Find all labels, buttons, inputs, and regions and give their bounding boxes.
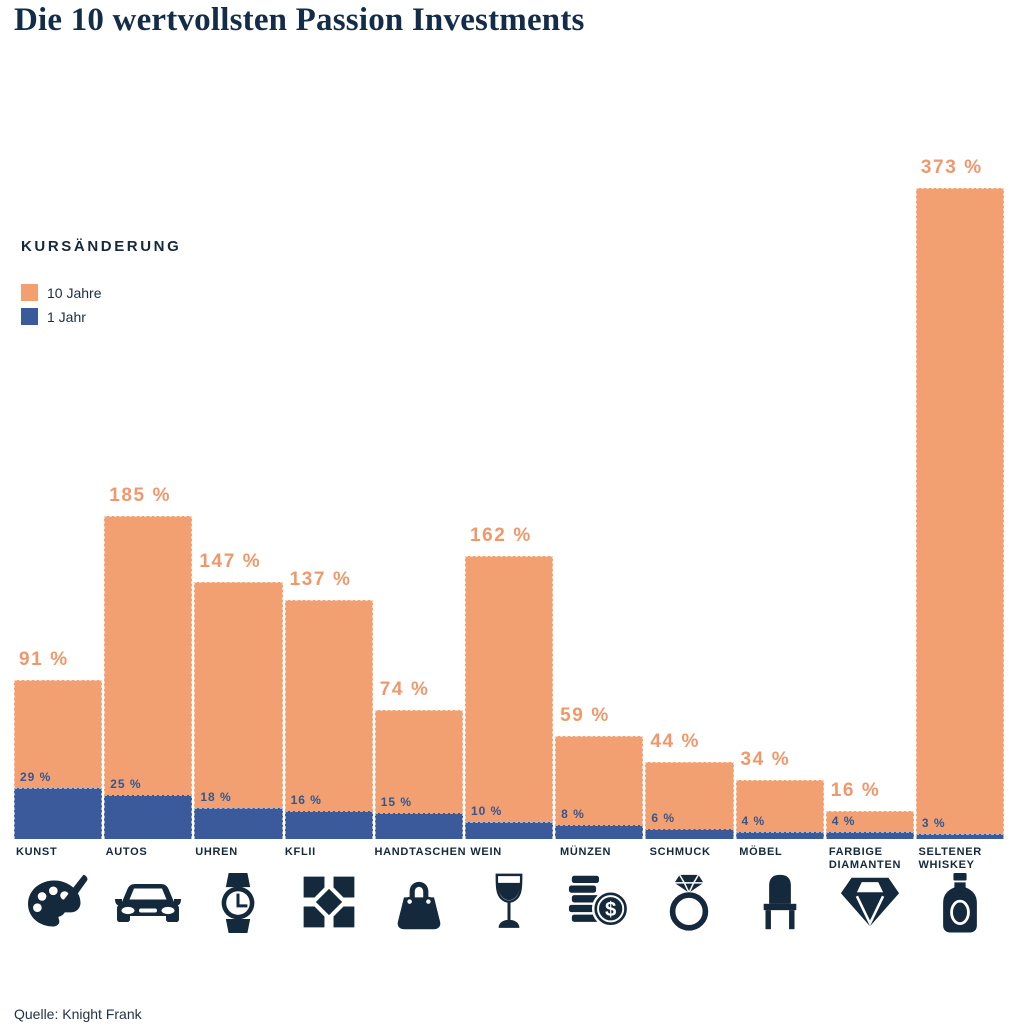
bar-value-label-1-jahr: 3 % <box>921 816 946 830</box>
bar-value-label-1-jahr: 18 % <box>200 790 232 804</box>
source-note: Quelle: Knight Frank <box>14 1006 142 1022</box>
watch-icon <box>194 873 282 933</box>
bar-value-label-1-jahr: 16 % <box>290 793 322 807</box>
bar-1-jahr <box>735 832 824 839</box>
bar-value-label-10-jahre: 147 % <box>199 551 262 572</box>
bar-column: 373 % 3 % <box>915 157 1005 839</box>
coins-icon: $ <box>555 873 643 933</box>
bar-column: 137 % 16 % <box>284 188 373 839</box>
category-label: SCHMUCK <box>649 846 711 858</box>
legend-label-1-jahr: 1 Jahr <box>47 308 86 325</box>
bar-10-jahre <box>735 780 824 839</box>
bar-1-jahr <box>645 829 734 839</box>
category-label: AUTOS <box>105 846 148 858</box>
legend-swatch-10-jahre <box>21 284 38 301</box>
bar-1-jahr <box>915 834 1005 839</box>
category-label-row: KUNST AUTOS UHREN KFLII HANDTASCHEN WEIN MÜNZE… <box>14 846 1004 872</box>
bar-column: 34 % 4 % <box>735 188 824 839</box>
category-label: MÜNZEN <box>559 846 612 858</box>
legend-item-1-jahr: 1 Jahr <box>21 308 181 325</box>
bar-value-label-1-jahr: 29 % <box>20 770 52 784</box>
bar-value-label-10-jahre: 91 % <box>19 649 69 670</box>
bar-10-jahre <box>284 600 373 839</box>
bar-10-jahre <box>645 762 734 839</box>
bar-10-jahre <box>194 582 283 839</box>
category-label: MÖBEL <box>739 846 783 858</box>
bar-column: 44 % 6 % <box>645 188 734 839</box>
bar-10-jahre <box>104 516 193 839</box>
bar-10-jahre <box>915 188 1005 839</box>
bar-1-jahr <box>104 795 193 839</box>
bar-column: 74 % 15 % <box>374 188 463 839</box>
bar-value-label-10-jahre: 162 % <box>469 525 532 546</box>
ring-icon <box>645 873 733 933</box>
legend-label-10-jahre: 10 Jahre <box>47 284 102 301</box>
bar-value-label-1-jahr: 4 % <box>741 814 766 828</box>
bar-value-label-1-jahr: 8 % <box>561 807 585 821</box>
bar-value-label-1-jahr: 4 % <box>831 814 856 828</box>
bar-value-label-10-jahre: 16 % <box>830 780 881 801</box>
legend-swatch-1-jahr <box>21 308 38 325</box>
bar-value-label-10-jahre: 373 % <box>920 157 983 178</box>
bar-1-jahr <box>284 811 373 839</box>
bar-1-jahr <box>194 808 283 839</box>
bar-value-label-10-jahre: 137 % <box>289 569 352 590</box>
bar-1-jahr <box>374 813 463 839</box>
category-label: UHREN <box>195 846 238 858</box>
bar-value-label-10-jahre: 59 % <box>560 705 610 726</box>
bar-value-label-10-jahre: 74 % <box>379 679 430 700</box>
bar-value-label-10-jahre: 185 % <box>109 485 172 506</box>
handbag-icon <box>375 873 463 933</box>
bar-1-jahr <box>464 822 554 839</box>
palette-icon <box>14 873 102 933</box>
bar-1-jahr <box>825 832 914 839</box>
legend-item-10-jahre: 10 Jahre <box>21 284 181 301</box>
bar-chart: 91 % 29 % 185 % 25 % 147 % 18 % 137 % 16 % 74 % 1… <box>14 157 1005 839</box>
category-label: WEIN <box>470 846 502 858</box>
bar-value-label-10-jahre: 34 % <box>740 749 791 770</box>
bar-column: 16 % 4 % <box>825 188 914 839</box>
kflii-logo-icon <box>285 873 373 933</box>
legend: KURSÄNDERUNG 10 Jahre 1 Jahr <box>21 238 181 332</box>
whiskey-bottle-icon <box>916 873 1004 933</box>
car-icon <box>104 873 192 933</box>
category-label: SELTENER WHISKEY <box>918 846 982 872</box>
bar-value-label-1-jahr: 15 % <box>380 795 413 809</box>
bar-column: 147 % 18 % <box>194 188 283 839</box>
bar-column: 185 % 25 % <box>104 188 193 839</box>
page-title: Die 10 wertvollsten Passion Investments <box>14 2 585 38</box>
legend-heading: KURSÄNDERUNG <box>21 238 182 255</box>
chair-icon <box>736 873 824 933</box>
bar-1-jahr <box>14 788 103 839</box>
bar-column: 162 % 10 % <box>464 188 554 839</box>
bar-value-label-1-jahr: 25 % <box>110 777 142 791</box>
wine-glass-icon <box>465 873 553 933</box>
category-label: KFLII <box>284 846 316 858</box>
category-label: HANDTASCHEN <box>374 846 467 858</box>
bar-10-jahre <box>464 556 554 839</box>
bar-10-jahre <box>555 736 644 839</box>
bar-value-label-1-jahr: 6 % <box>651 811 675 825</box>
category-label: KUNST <box>16 846 58 858</box>
bar-1-jahr <box>555 825 644 839</box>
svg-text:$: $ <box>605 899 617 921</box>
bar-value-label-10-jahre: 44 % <box>650 731 701 752</box>
category-label: FARBIGE DIAMANTEN <box>828 846 902 872</box>
bar-column: 91 % 29 % <box>14 188 103 839</box>
category-icon-row: $ <box>14 873 1004 933</box>
bar-value-label-1-jahr: 10 % <box>470 804 503 818</box>
bar-column: 59 % 8 % <box>555 188 644 839</box>
diamond-icon <box>826 873 914 933</box>
